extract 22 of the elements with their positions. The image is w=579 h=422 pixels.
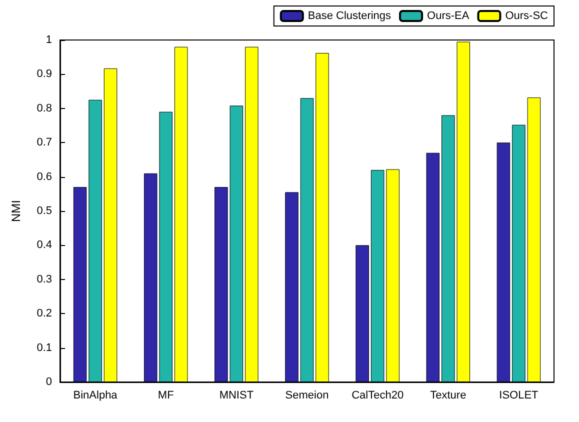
x-tick-label: Texture (430, 390, 466, 402)
y-tick-label: 0 (46, 376, 52, 388)
y-tick-label: 0.6 (36, 170, 52, 183)
y-tick-label: 0.7 (36, 136, 52, 149)
y-tick-label: 0.9 (36, 68, 52, 80)
x-tick-label: MF (158, 390, 174, 402)
y-tick-label: 0.2 (36, 308, 52, 320)
y-axis-title: NMI (9, 200, 23, 222)
legend-label: Base Clusterings (308, 10, 392, 22)
y-tick-label: 0.4 (36, 239, 52, 252)
y-tick-label: 1 (46, 34, 52, 46)
x-tick-label: BinAlpha (73, 390, 118, 402)
legend-label: Ours-EA (427, 10, 470, 22)
x-tick-label: Semeion (285, 390, 329, 402)
y-tick-label: 0.3 (36, 273, 52, 286)
x-tick-label: CalTech20 (352, 390, 404, 402)
y-tick-label: 0.1 (36, 342, 52, 354)
y-tick-label: 0.8 (36, 102, 52, 114)
x-tick-label: MNIST (219, 390, 254, 402)
legend-label: Ours-SC (505, 10, 548, 22)
y-tick-label: 0.5 (36, 205, 52, 217)
x-tick-label: ISOLET (499, 390, 539, 402)
